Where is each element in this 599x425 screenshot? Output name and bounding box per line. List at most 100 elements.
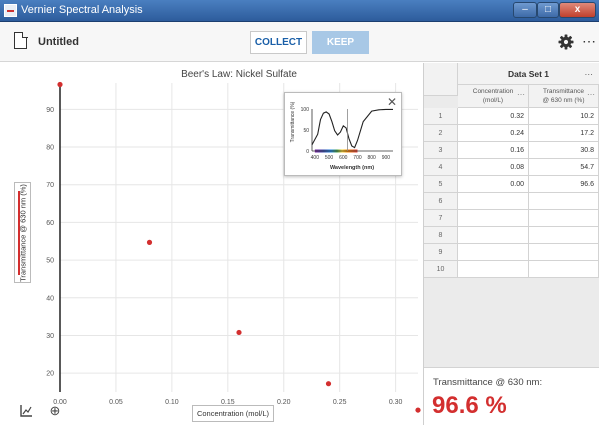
- table-cell[interactable]: [529, 261, 599, 278]
- table-cell[interactable]: 0.16: [458, 142, 529, 159]
- table-row: 2 0.24 17.2: [424, 125, 599, 142]
- column-header-line1: Transmittance: [543, 88, 584, 95]
- column-header-concentration[interactable]: Concentration (mol/L) ⋯: [458, 85, 529, 108]
- inset-y-tick-label: 0: [306, 149, 309, 155]
- table-row: 10: [424, 261, 599, 278]
- close-icon[interactable]: ✕: [387, 95, 398, 109]
- x-tick-label: 0.30: [389, 399, 403, 406]
- table-cell[interactable]: [458, 227, 529, 244]
- inset-x-tick-label: 700: [353, 155, 362, 161]
- x-tick-label: 0.15: [221, 399, 235, 406]
- graph-panel[interactable]: 0.00 0.05 0.10 0.15 0.20 0.25 0.30 20 30 40 50 60 70…: [0, 63, 423, 425]
- inset-x-tick-label: 400: [311, 155, 320, 161]
- collect-button[interactable]: COLLECT: [250, 31, 307, 54]
- y-tick-label: 30: [46, 333, 54, 340]
- row-number: 8: [424, 227, 458, 244]
- y-tick-label: 40: [46, 295, 54, 302]
- data-point: [415, 407, 421, 413]
- y-axis-label: Transmittance @ 630 nm (%): [18, 184, 28, 282]
- table-cell[interactable]: [529, 244, 599, 261]
- data-point: [57, 81, 63, 88]
- table-row: 5 0.00 96.6: [424, 176, 599, 193]
- toolbar: Untitled COLLECT KEEP ⋯: [0, 22, 599, 62]
- data-set-header[interactable]: Data Set 1 ⋯: [458, 63, 599, 85]
- maximize-button[interactable]: □: [537, 2, 559, 18]
- table-cell[interactable]: 96.6: [529, 176, 599, 193]
- row-number: 4: [424, 159, 458, 176]
- table-cell[interactable]: 30.8: [529, 142, 599, 159]
- table-row: 6: [424, 193, 599, 210]
- x-tick-label: 0.20: [277, 399, 291, 406]
- document-icon[interactable]: [14, 31, 28, 49]
- spectrum-inset[interactable]: 100 50 0 400 500 600 700 800 900 Transmittance (…: [284, 92, 402, 176]
- data-point: [325, 381, 332, 387]
- x-tick-label: 0.00: [53, 399, 67, 406]
- meter-label: Transmittance @ 630 nm:: [433, 377, 543, 388]
- table-cell[interactable]: 10.2: [529, 108, 599, 125]
- table-cell[interactable]: [458, 210, 529, 227]
- live-meter[interactable]: Transmittance @ 630 nm: 96.6 %: [424, 367, 599, 425]
- table-row: 1 0.32 10.2: [424, 108, 599, 125]
- table-cell[interactable]: 0.24: [458, 125, 529, 142]
- x-tick-label: 0.10: [165, 399, 179, 406]
- table-cell[interactable]: 54.7: [529, 159, 599, 176]
- table-cell[interactable]: [458, 193, 529, 210]
- table-cell[interactable]: [529, 227, 599, 244]
- y-tick-label: 70: [46, 182, 54, 189]
- column-more-icon[interactable]: ⋯: [587, 90, 595, 99]
- more-options-icon[interactable]: ⋯: [582, 33, 597, 49]
- panel-divider[interactable]: [423, 63, 424, 425]
- y-tick-label: 50: [46, 258, 54, 265]
- gear-icon[interactable]: [558, 34, 574, 50]
- table-cell[interactable]: 0.08: [458, 159, 529, 176]
- table-cell[interactable]: [529, 210, 599, 227]
- minimize-button[interactable]: –: [513, 2, 537, 18]
- y-axis-label-button[interactable]: Transmittance @ 630 nm (%): [14, 182, 31, 283]
- table-row: 8: [424, 227, 599, 244]
- file-name[interactable]: Untitled: [38, 36, 79, 48]
- zoom-icon[interactable]: ⊕: [49, 403, 61, 418]
- inset-x-tick-label: 800: [368, 155, 377, 161]
- row-number: 6: [424, 193, 458, 210]
- table-cell[interactable]: [529, 193, 599, 210]
- inset-x-tick-label: 500: [325, 155, 334, 161]
- x-tick-label: 0.05: [109, 399, 123, 406]
- row-number: 5: [424, 176, 458, 193]
- table-corner: [424, 63, 458, 96]
- window-title: Vernier Spectral Analysis: [21, 4, 143, 16]
- table-cell[interactable]: 17.2: [529, 125, 599, 142]
- inset-x-axis-label: Wavelength (nm): [329, 165, 375, 171]
- table-cell[interactable]: [458, 261, 529, 278]
- table-cell[interactable]: 0.00: [458, 176, 529, 193]
- y-tick-label: 60: [46, 220, 54, 227]
- table-row: 4 0.08 54.7: [424, 159, 599, 176]
- column-header-transmittance[interactable]: Transmittance @ 630 nm (%) ⋯: [529, 85, 599, 108]
- table-row: 7: [424, 210, 599, 227]
- table-cell[interactable]: 0.32: [458, 108, 529, 125]
- inset-x-tick-label: 900: [382, 155, 391, 161]
- data-set-more-icon[interactable]: ⋯: [584, 69, 594, 79]
- column-header-line1: Concentration: [472, 88, 514, 95]
- data-point: [146, 239, 153, 245]
- inset-y-tick-label: 100: [301, 107, 310, 113]
- chart-title: Beer's Law: Nickel Sulfate: [181, 69, 297, 80]
- y-tick-label: 90: [46, 107, 54, 114]
- graph-axes-icon[interactable]: [19, 404, 37, 422]
- table-cell[interactable]: [458, 244, 529, 261]
- y-tick-label: 20: [46, 371, 54, 378]
- keep-button[interactable]: KEEP: [312, 31, 369, 54]
- column-more-icon[interactable]: ⋯: [517, 90, 525, 99]
- data-table-panel: Data Set 1 ⋯ Concentration (mol/L) ⋯ Tra…: [424, 63, 599, 425]
- close-window-button[interactable]: x: [559, 2, 596, 18]
- column-header-line2: (mol/L): [482, 97, 504, 104]
- row-number: 1: [424, 108, 458, 125]
- column-header-line2: @ 630 nm (%): [542, 97, 585, 104]
- table-row: 9: [424, 244, 599, 261]
- row-number: 10: [424, 261, 458, 278]
- table-row: 3 0.16 30.8: [424, 142, 599, 159]
- row-number: 9: [424, 244, 458, 261]
- inset-x-tick-label: 600: [339, 155, 348, 161]
- data-point: [236, 329, 242, 336]
- x-axis-label-button[interactable]: Concentration (mol/L): [192, 405, 274, 422]
